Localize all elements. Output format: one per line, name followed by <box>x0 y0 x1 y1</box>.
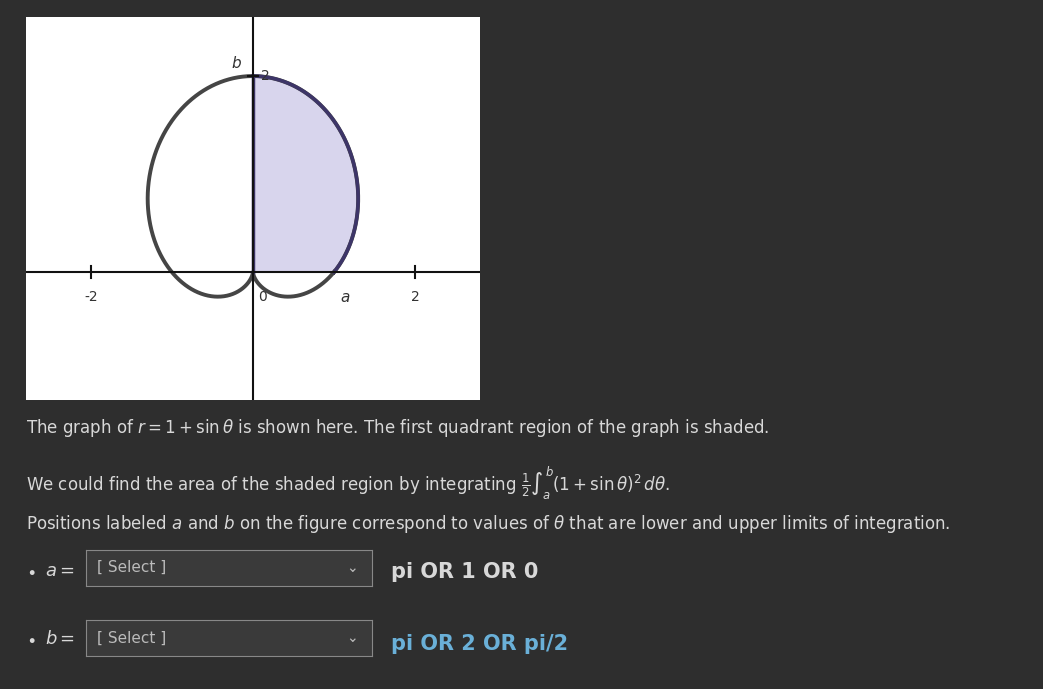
Polygon shape <box>252 76 358 272</box>
Text: Positions labeled $a$ and $b$ on the figure correspond to values of $\theta$ tha: Positions labeled $a$ and $b$ on the fig… <box>26 513 950 535</box>
Text: The graph of $r = 1 + \sin\theta$ is shown here. The first quadrant region of th: The graph of $r = 1 + \sin\theta$ is sho… <box>26 417 770 439</box>
Text: We could find the area of the shaded region by integrating $\frac{1}{2}\int_a^b : We could find the area of the shaded reg… <box>26 465 671 502</box>
Text: ⌄: ⌄ <box>346 631 358 645</box>
Text: 2: 2 <box>411 290 419 304</box>
Text: [ Select ]: [ Select ] <box>97 630 166 646</box>
Text: $\bullet$: $\bullet$ <box>26 630 35 648</box>
Text: a: a <box>340 290 349 305</box>
Text: 0: 0 <box>258 290 267 304</box>
Text: $\bullet$: $\bullet$ <box>26 562 35 579</box>
Text: $b =$: $b =$ <box>45 630 75 648</box>
Text: [ Select ]: [ Select ] <box>97 560 166 575</box>
Text: ⌄: ⌄ <box>346 561 358 575</box>
Text: 2: 2 <box>261 69 270 83</box>
Text: $a =$: $a =$ <box>45 562 74 579</box>
Text: b: b <box>232 56 241 71</box>
Text: pi OR 1 OR 0: pi OR 1 OR 0 <box>391 562 538 582</box>
Text: -2: -2 <box>84 290 98 304</box>
Text: pi OR 2 OR pi/2: pi OR 2 OR pi/2 <box>391 634 568 654</box>
